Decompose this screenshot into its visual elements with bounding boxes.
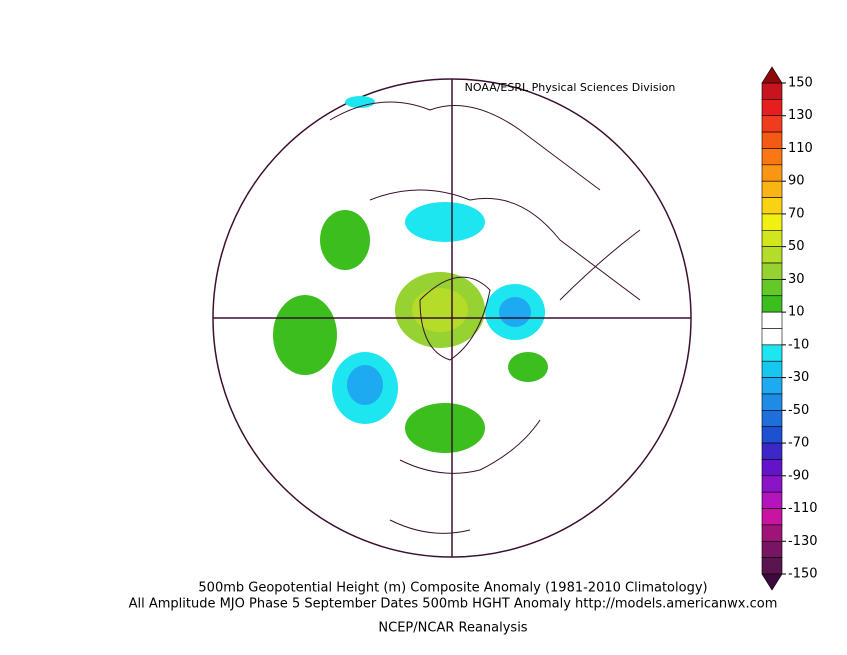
colorbar-segment <box>761 246 783 264</box>
colorbar-segment <box>761 491 783 509</box>
colorbar-tick-label: -130 <box>788 534 818 549</box>
coastline <box>329 101 641 534</box>
colorbar-segment <box>761 377 783 395</box>
colorbar-tick-label: 130 <box>788 108 813 123</box>
anomaly-positive <box>405 403 485 453</box>
map <box>212 78 692 558</box>
colorbar-tick-label: 10 <box>788 305 805 320</box>
colorbar-segment <box>761 410 783 428</box>
colorbar-segment <box>761 360 783 378</box>
colorbar-tick-label: 50 <box>788 239 805 254</box>
colorbar-segment <box>761 213 783 231</box>
colorbar-segment <box>761 197 783 215</box>
colorbar-segment <box>761 393 783 411</box>
anomaly-positive <box>508 352 548 382</box>
colorbar-tick-label: -30 <box>788 370 809 385</box>
colorbar-segment <box>761 508 783 526</box>
colorbar-extend <box>761 66 783 84</box>
anomaly-negative <box>405 202 485 242</box>
colorbar-segment <box>761 279 783 297</box>
colorbar-segment <box>761 295 783 313</box>
colorbar-segment <box>761 230 783 247</box>
anomaly-negative <box>499 297 531 327</box>
colorbar-tick-label: 150 <box>788 76 813 91</box>
caption: 500mb Geopotential Height (m) Composite … <box>198 581 707 596</box>
colorbar-segment <box>761 459 783 477</box>
colorbar-segment <box>761 524 783 542</box>
colorbar-tick-label: -70 <box>788 436 809 451</box>
colorbar-tick-label: -50 <box>788 403 809 418</box>
anomaly-positive <box>320 210 370 270</box>
colorbar-segment <box>761 344 783 362</box>
colorbar-tick-label: 70 <box>788 206 805 221</box>
colorbar-segment <box>761 82 783 100</box>
colorbar-segment <box>761 311 783 329</box>
colorbar-segment <box>761 148 783 166</box>
colorbar-segment <box>761 540 783 558</box>
colorbar-segment <box>761 180 783 198</box>
anomaly-positive <box>273 295 337 375</box>
colorbar-segment <box>761 426 783 444</box>
colorbar-extend <box>761 573 783 591</box>
source-label: NOAA/ESRL Physical Sciences Division <box>465 81 676 94</box>
colorbar-segment <box>761 115 783 133</box>
colorbar-segment <box>761 131 783 149</box>
colorbar-tick-label: 30 <box>788 272 805 287</box>
colorbar-tick-label: -150 <box>788 567 818 582</box>
colorbar-segment <box>761 99 783 117</box>
colorbar-segment <box>761 475 783 493</box>
colorbar: 150 130 110 90 70 50 30 10 -10 -30 -50 -70 -90 -110 -1… <box>761 66 818 591</box>
colorbar-segment <box>761 442 783 460</box>
caption: NCEP/NCAR Reanalysis <box>378 621 527 636</box>
colorbar-tick-label: 90 <box>788 174 805 189</box>
anomaly-positive <box>412 288 468 332</box>
colorbar-segment <box>761 262 783 280</box>
colorbar-segment <box>761 164 783 182</box>
colorbar-tick-label: -10 <box>788 337 809 352</box>
colorbar-tick-label: -90 <box>788 468 809 483</box>
anomaly-negative <box>347 365 383 405</box>
colorbar-segment <box>761 328 783 346</box>
caption: All Amplitude MJO Phase 5 September Date… <box>129 597 778 612</box>
colorbar-tick-label: 110 <box>788 141 813 156</box>
colorbar-tick-label: -110 <box>788 501 818 516</box>
colorbar-segment <box>761 557 783 575</box>
